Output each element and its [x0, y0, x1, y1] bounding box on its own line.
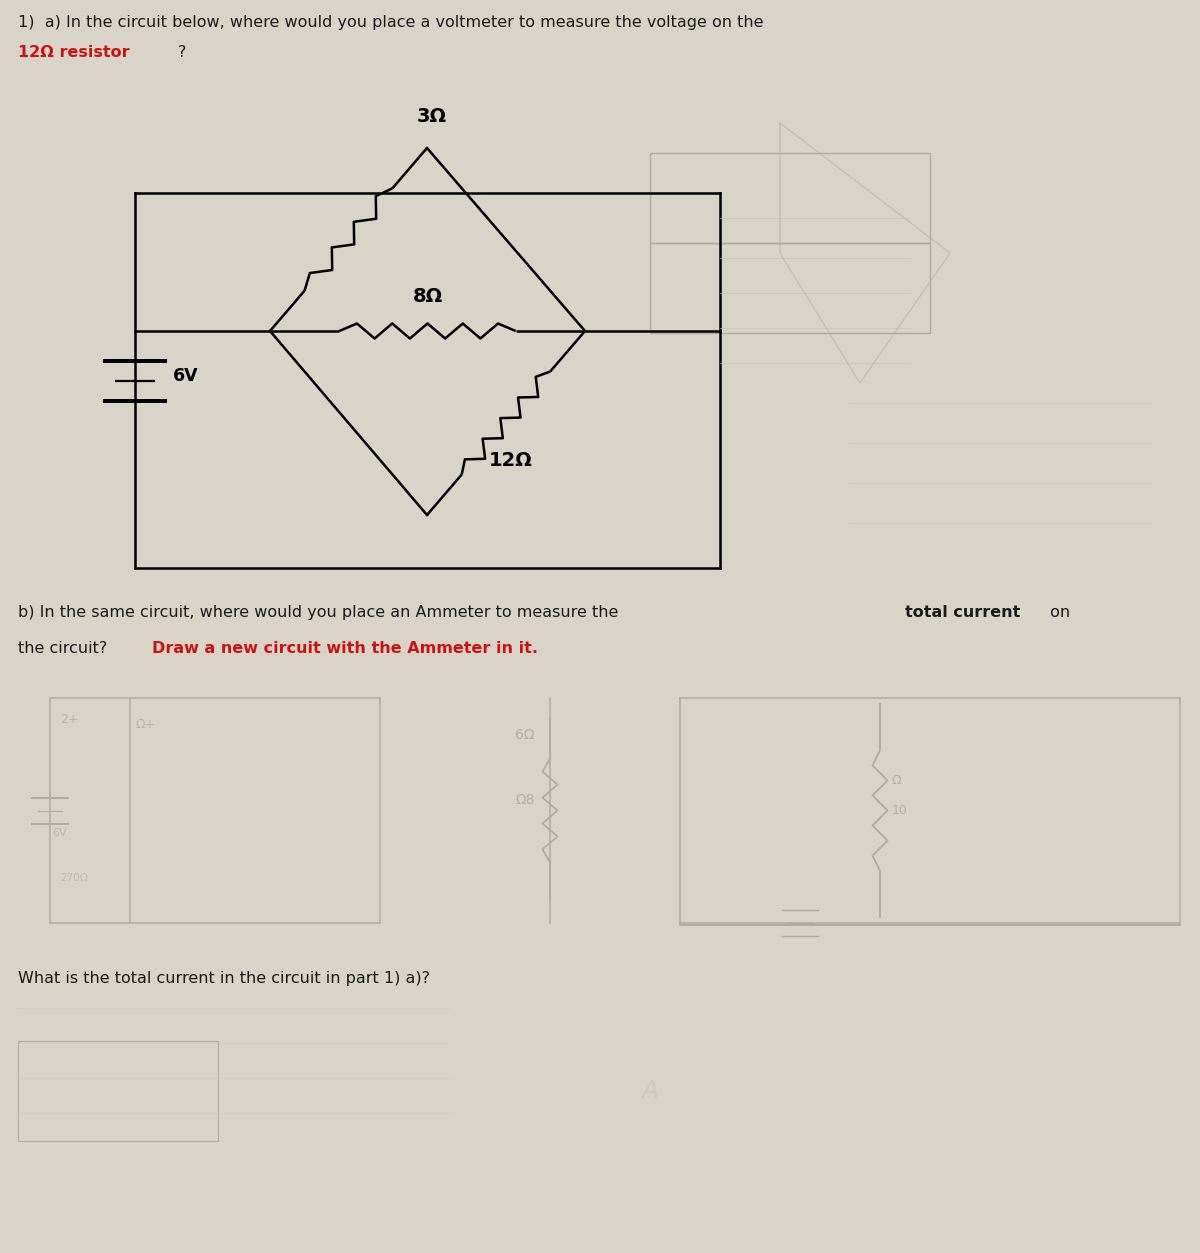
Bar: [650, 153, 930, 243]
Text: 8Ω: 8Ω: [413, 287, 443, 306]
Text: Ω+: Ω+: [134, 718, 155, 730]
Text: 12Ω: 12Ω: [490, 451, 533, 470]
Bar: [650, 243, 930, 333]
Text: 6V: 6V: [52, 828, 67, 838]
Text: on: on: [1045, 605, 1070, 620]
Text: Ω8: Ω8: [516, 793, 535, 807]
Text: ?: ?: [178, 45, 186, 60]
Text: 6Ω: 6Ω: [516, 728, 535, 742]
Text: 1)  a) In the circuit below, where would you place a voltmeter to measure the vo: 1) a) In the circuit below, where would …: [18, 15, 763, 30]
Text: 3Ω: 3Ω: [418, 107, 446, 127]
Text: 6V: 6V: [173, 366, 199, 385]
Text: Ω: Ω: [892, 774, 901, 787]
Text: 270Ω: 270Ω: [60, 873, 88, 883]
Text: Draw a new circuit with the Ammeter in it.: Draw a new circuit with the Ammeter in i…: [152, 642, 538, 657]
Text: What is the total current in the circuit in part 1) a)?: What is the total current in the circuit…: [18, 971, 430, 986]
Text: total current: total current: [905, 605, 1020, 620]
Text: 10: 10: [892, 804, 908, 817]
Text: the circuit?: the circuit?: [18, 642, 113, 657]
Bar: [18, 1041, 218, 1141]
Text: 2+: 2+: [60, 713, 78, 725]
Text: 12Ω resistor: 12Ω resistor: [18, 45, 130, 60]
Text: A: A: [642, 1079, 659, 1103]
Text: b) In the same circuit, where would you place an Ammeter to measure the: b) In the same circuit, where would you …: [18, 605, 624, 620]
